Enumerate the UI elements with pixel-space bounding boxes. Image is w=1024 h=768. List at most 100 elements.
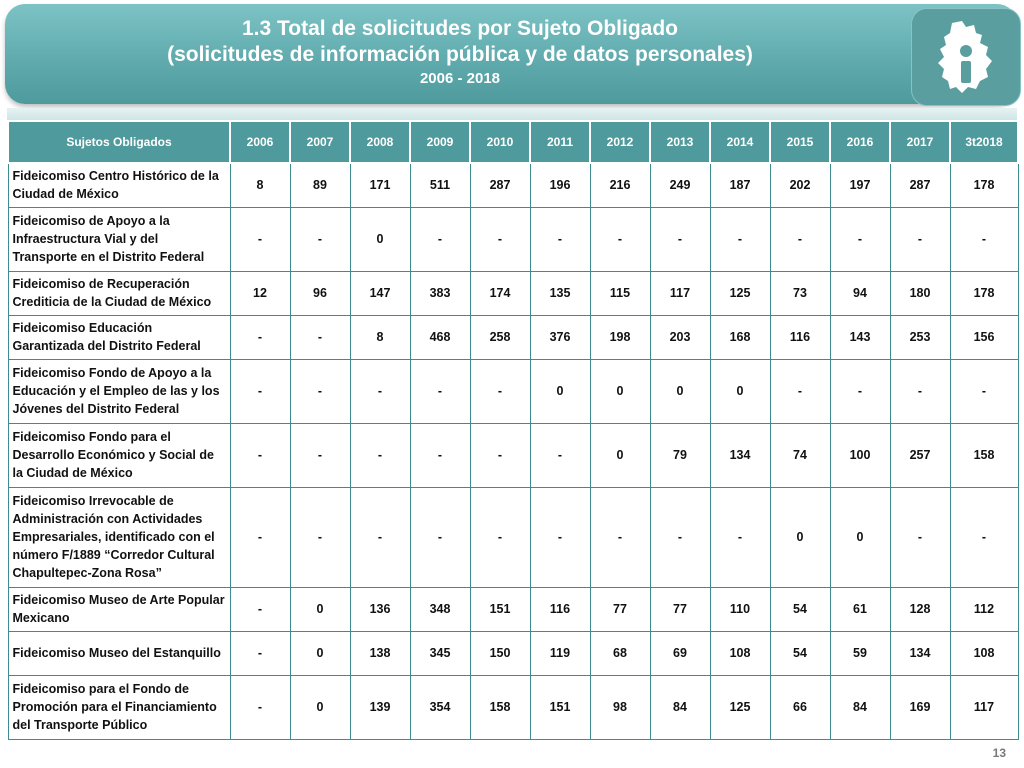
- table-row: Fideicomiso Museo de Arte Popular Mexica…: [7, 586, 1019, 632]
- column-header-year: 2006: [229, 120, 291, 164]
- value-cell: 383: [409, 270, 471, 316]
- value-cell: 0: [289, 586, 351, 632]
- value-cell: -: [769, 206, 831, 272]
- value-cell: 376: [529, 314, 591, 360]
- value-cell: 136: [349, 586, 411, 632]
- value-cell: 151: [529, 674, 591, 740]
- value-cell: -: [469, 358, 531, 424]
- value-cell: 178: [949, 162, 1019, 208]
- value-cell: 203: [649, 314, 711, 360]
- table-row: Fideicomiso Educación Garantizada del Di…: [7, 314, 1019, 360]
- value-cell: 257: [889, 422, 951, 488]
- value-cell: 54: [769, 630, 831, 676]
- value-cell: 138: [349, 630, 411, 676]
- value-cell: -: [409, 486, 471, 588]
- value-cell: 59: [829, 630, 891, 676]
- value-cell: -: [469, 206, 531, 272]
- value-cell: -: [769, 358, 831, 424]
- value-cell: 116: [769, 314, 831, 360]
- column-header-year: 2008: [349, 120, 411, 164]
- value-cell: 89: [289, 162, 351, 208]
- value-cell: 197: [829, 162, 891, 208]
- value-cell: 180: [889, 270, 951, 316]
- year-range: 2006 - 2018: [419, 70, 501, 87]
- value-cell: -: [229, 422, 291, 488]
- value-cell: 0: [709, 358, 771, 424]
- value-cell: -: [349, 358, 411, 424]
- value-cell: 77: [649, 586, 711, 632]
- value-cell: -: [229, 314, 291, 360]
- value-cell: 249: [649, 162, 711, 208]
- value-cell: -: [229, 486, 291, 588]
- value-cell: 168: [709, 314, 771, 360]
- value-cell: -: [529, 206, 591, 272]
- column-header-subject: Sujetos Obligados: [7, 120, 231, 164]
- column-header-year: 2010: [469, 120, 531, 164]
- value-cell: 139: [349, 674, 411, 740]
- title-block: 1.3 Total de solicitudes por Sujeto Obli…: [5, 16, 915, 90]
- value-cell: 125: [709, 270, 771, 316]
- value-cell: 511: [409, 162, 471, 208]
- value-cell: 216: [589, 162, 651, 208]
- value-cell: 134: [709, 422, 771, 488]
- value-cell: 66: [769, 674, 831, 740]
- page-number: 13: [992, 746, 1006, 760]
- value-cell: 74: [769, 422, 831, 488]
- value-cell: 125: [709, 674, 771, 740]
- value-cell: 0: [589, 358, 651, 424]
- value-cell: 61: [829, 586, 891, 632]
- table-row: Fideicomiso Museo del Estanquillo -0 138 34…: [7, 630, 1019, 676]
- value-cell: 119: [529, 630, 591, 676]
- value-cell: 158: [469, 674, 531, 740]
- title-banner: 1.3 Total de solicitudes por Sujeto Obli…: [5, 4, 1021, 106]
- value-cell: -: [589, 486, 651, 588]
- value-cell: -: [229, 630, 291, 676]
- value-cell: 253: [889, 314, 951, 360]
- table-row: Fideicomiso de Apoyo a la Infraestructur…: [7, 206, 1019, 272]
- value-cell: 0: [289, 674, 351, 740]
- value-cell: -: [889, 486, 951, 588]
- value-cell: -: [469, 422, 531, 488]
- value-cell: 198: [589, 314, 651, 360]
- value-cell: -: [589, 206, 651, 272]
- value-cell: -: [949, 358, 1019, 424]
- value-cell: 100: [829, 422, 891, 488]
- value-cell: -: [889, 206, 951, 272]
- column-header-year: 2015: [769, 120, 831, 164]
- subject-name-cell: Fideicomiso Irrevocable de Administració…: [7, 486, 231, 588]
- value-cell: 94: [829, 270, 891, 316]
- value-cell: -: [649, 206, 711, 272]
- value-cell: 77: [589, 586, 651, 632]
- value-cell: 84: [829, 674, 891, 740]
- value-cell: 348: [409, 586, 471, 632]
- value-cell: 12: [229, 270, 291, 316]
- value-cell: -: [709, 486, 771, 588]
- column-header-year: 2007: [289, 120, 351, 164]
- value-cell: 158: [949, 422, 1019, 488]
- column-header-year: 2013: [649, 120, 711, 164]
- table-row: Fideicomiso Fondo de Apoyo a la Educació…: [7, 358, 1019, 424]
- value-cell: 0: [829, 486, 891, 588]
- value-cell: 96: [289, 270, 351, 316]
- value-cell: 287: [889, 162, 951, 208]
- value-cell: 135: [529, 270, 591, 316]
- value-cell: 156: [949, 314, 1019, 360]
- value-cell: 68: [589, 630, 651, 676]
- value-cell: -: [529, 486, 591, 588]
- value-cell: -: [289, 358, 351, 424]
- subject-name-cell: Fideicomiso Fondo de Apoyo a la Educació…: [7, 358, 231, 424]
- value-cell: -: [829, 206, 891, 272]
- value-cell: 169: [889, 674, 951, 740]
- value-cell: 69: [649, 630, 711, 676]
- cdmx-info-logo-icon: [911, 8, 1021, 106]
- value-cell: 345: [409, 630, 471, 676]
- subject-name-cell: Fideicomiso para el Fondo de Promoción p…: [7, 674, 231, 740]
- value-cell: 468: [409, 314, 471, 360]
- data-table-wrapper: Sujetos Obligados 2006 2007 2008 2009 2010 201…: [7, 120, 1019, 740]
- value-cell: -: [709, 206, 771, 272]
- table-row: Fideicomiso Fondo para el Desarrollo Eco…: [7, 422, 1019, 488]
- value-cell: -: [949, 206, 1019, 272]
- value-cell: 0: [289, 630, 351, 676]
- value-cell: 108: [709, 630, 771, 676]
- value-cell: -: [949, 486, 1019, 588]
